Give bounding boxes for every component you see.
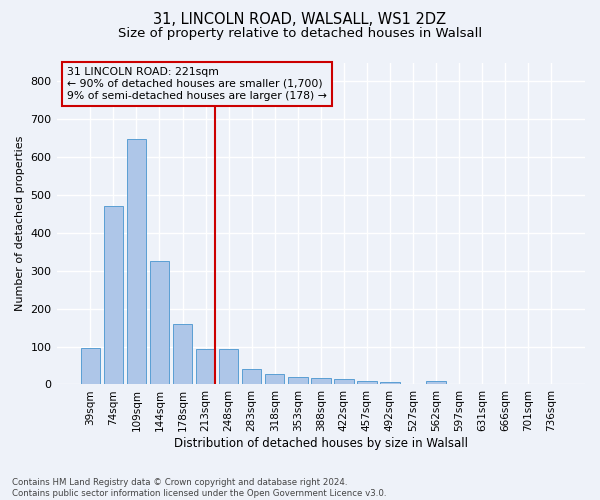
Text: Size of property relative to detached houses in Walsall: Size of property relative to detached ho… — [118, 28, 482, 40]
Bar — [426, 382, 446, 384]
Text: Contains HM Land Registry data © Crown copyright and database right 2024.
Contai: Contains HM Land Registry data © Crown c… — [12, 478, 386, 498]
Bar — [127, 139, 146, 384]
Bar — [334, 379, 353, 384]
Bar — [104, 206, 123, 384]
Text: 31 LINCOLN ROAD: 221sqm
← 90% of detached houses are smaller (1,700)
9% of semi-: 31 LINCOLN ROAD: 221sqm ← 90% of detache… — [67, 68, 327, 100]
Bar — [149, 262, 169, 384]
Bar — [265, 374, 284, 384]
Bar — [357, 381, 377, 384]
Text: 31, LINCOLN ROAD, WALSALL, WS1 2DZ: 31, LINCOLN ROAD, WALSALL, WS1 2DZ — [154, 12, 446, 28]
Bar — [196, 349, 215, 384]
Bar — [288, 377, 308, 384]
Bar — [219, 349, 238, 384]
X-axis label: Distribution of detached houses by size in Walsall: Distribution of detached houses by size … — [174, 437, 468, 450]
Bar — [80, 348, 100, 384]
Bar — [380, 382, 400, 384]
Y-axis label: Number of detached properties: Number of detached properties — [15, 136, 25, 311]
Bar — [311, 378, 331, 384]
Bar — [242, 368, 262, 384]
Bar — [173, 324, 193, 384]
